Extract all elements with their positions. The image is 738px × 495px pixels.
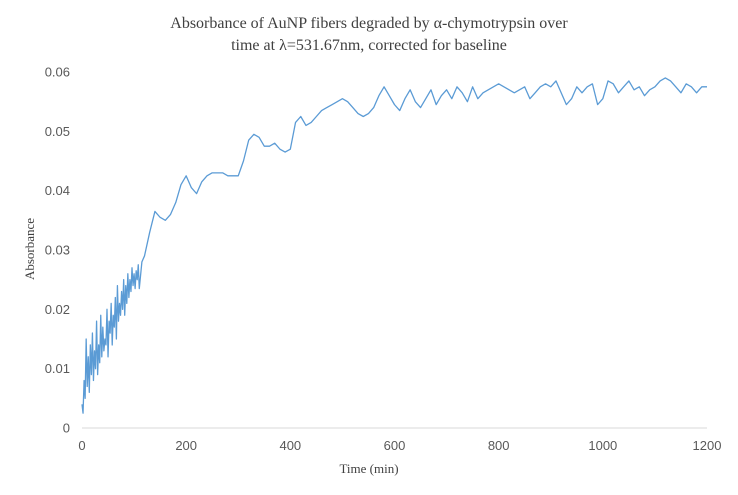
x-tick-label: 0	[78, 438, 85, 453]
y-axis-ticks: 0 0.01 0.02 0.03 0.04 0.05 0.06	[45, 65, 70, 436]
y-tick-label: 0	[63, 421, 70, 436]
x-tick-label: 1000	[588, 438, 617, 453]
x-tick-label: 1200	[693, 438, 722, 453]
x-tick-label: 800	[488, 438, 510, 453]
x-tick-label: 600	[384, 438, 406, 453]
x-axis-ticks: 0 200 400 600 800 1000 1200	[78, 438, 721, 453]
y-tick-label: 0.05	[45, 124, 70, 139]
x-axis-label: Time (min)	[339, 461, 398, 476]
series-line-absorbance	[81, 77, 707, 414]
x-tick-label: 400	[279, 438, 301, 453]
y-tick-label: 0.02	[45, 302, 70, 317]
y-axis-label: Absorbance	[22, 218, 37, 280]
y-tick-label: 0.06	[45, 65, 70, 80]
y-tick-label: 0.01	[45, 361, 70, 376]
y-tick-label: 0.04	[45, 183, 70, 198]
chart-title-line-2: time at λ=531.67nm, corrected for baseli…	[231, 37, 507, 54]
y-tick-label: 0.03	[45, 243, 70, 258]
x-tick-label: 200	[175, 438, 197, 453]
chart-title-line-1: Absorbance of AuNP fibers degraded by α-…	[170, 15, 568, 32]
